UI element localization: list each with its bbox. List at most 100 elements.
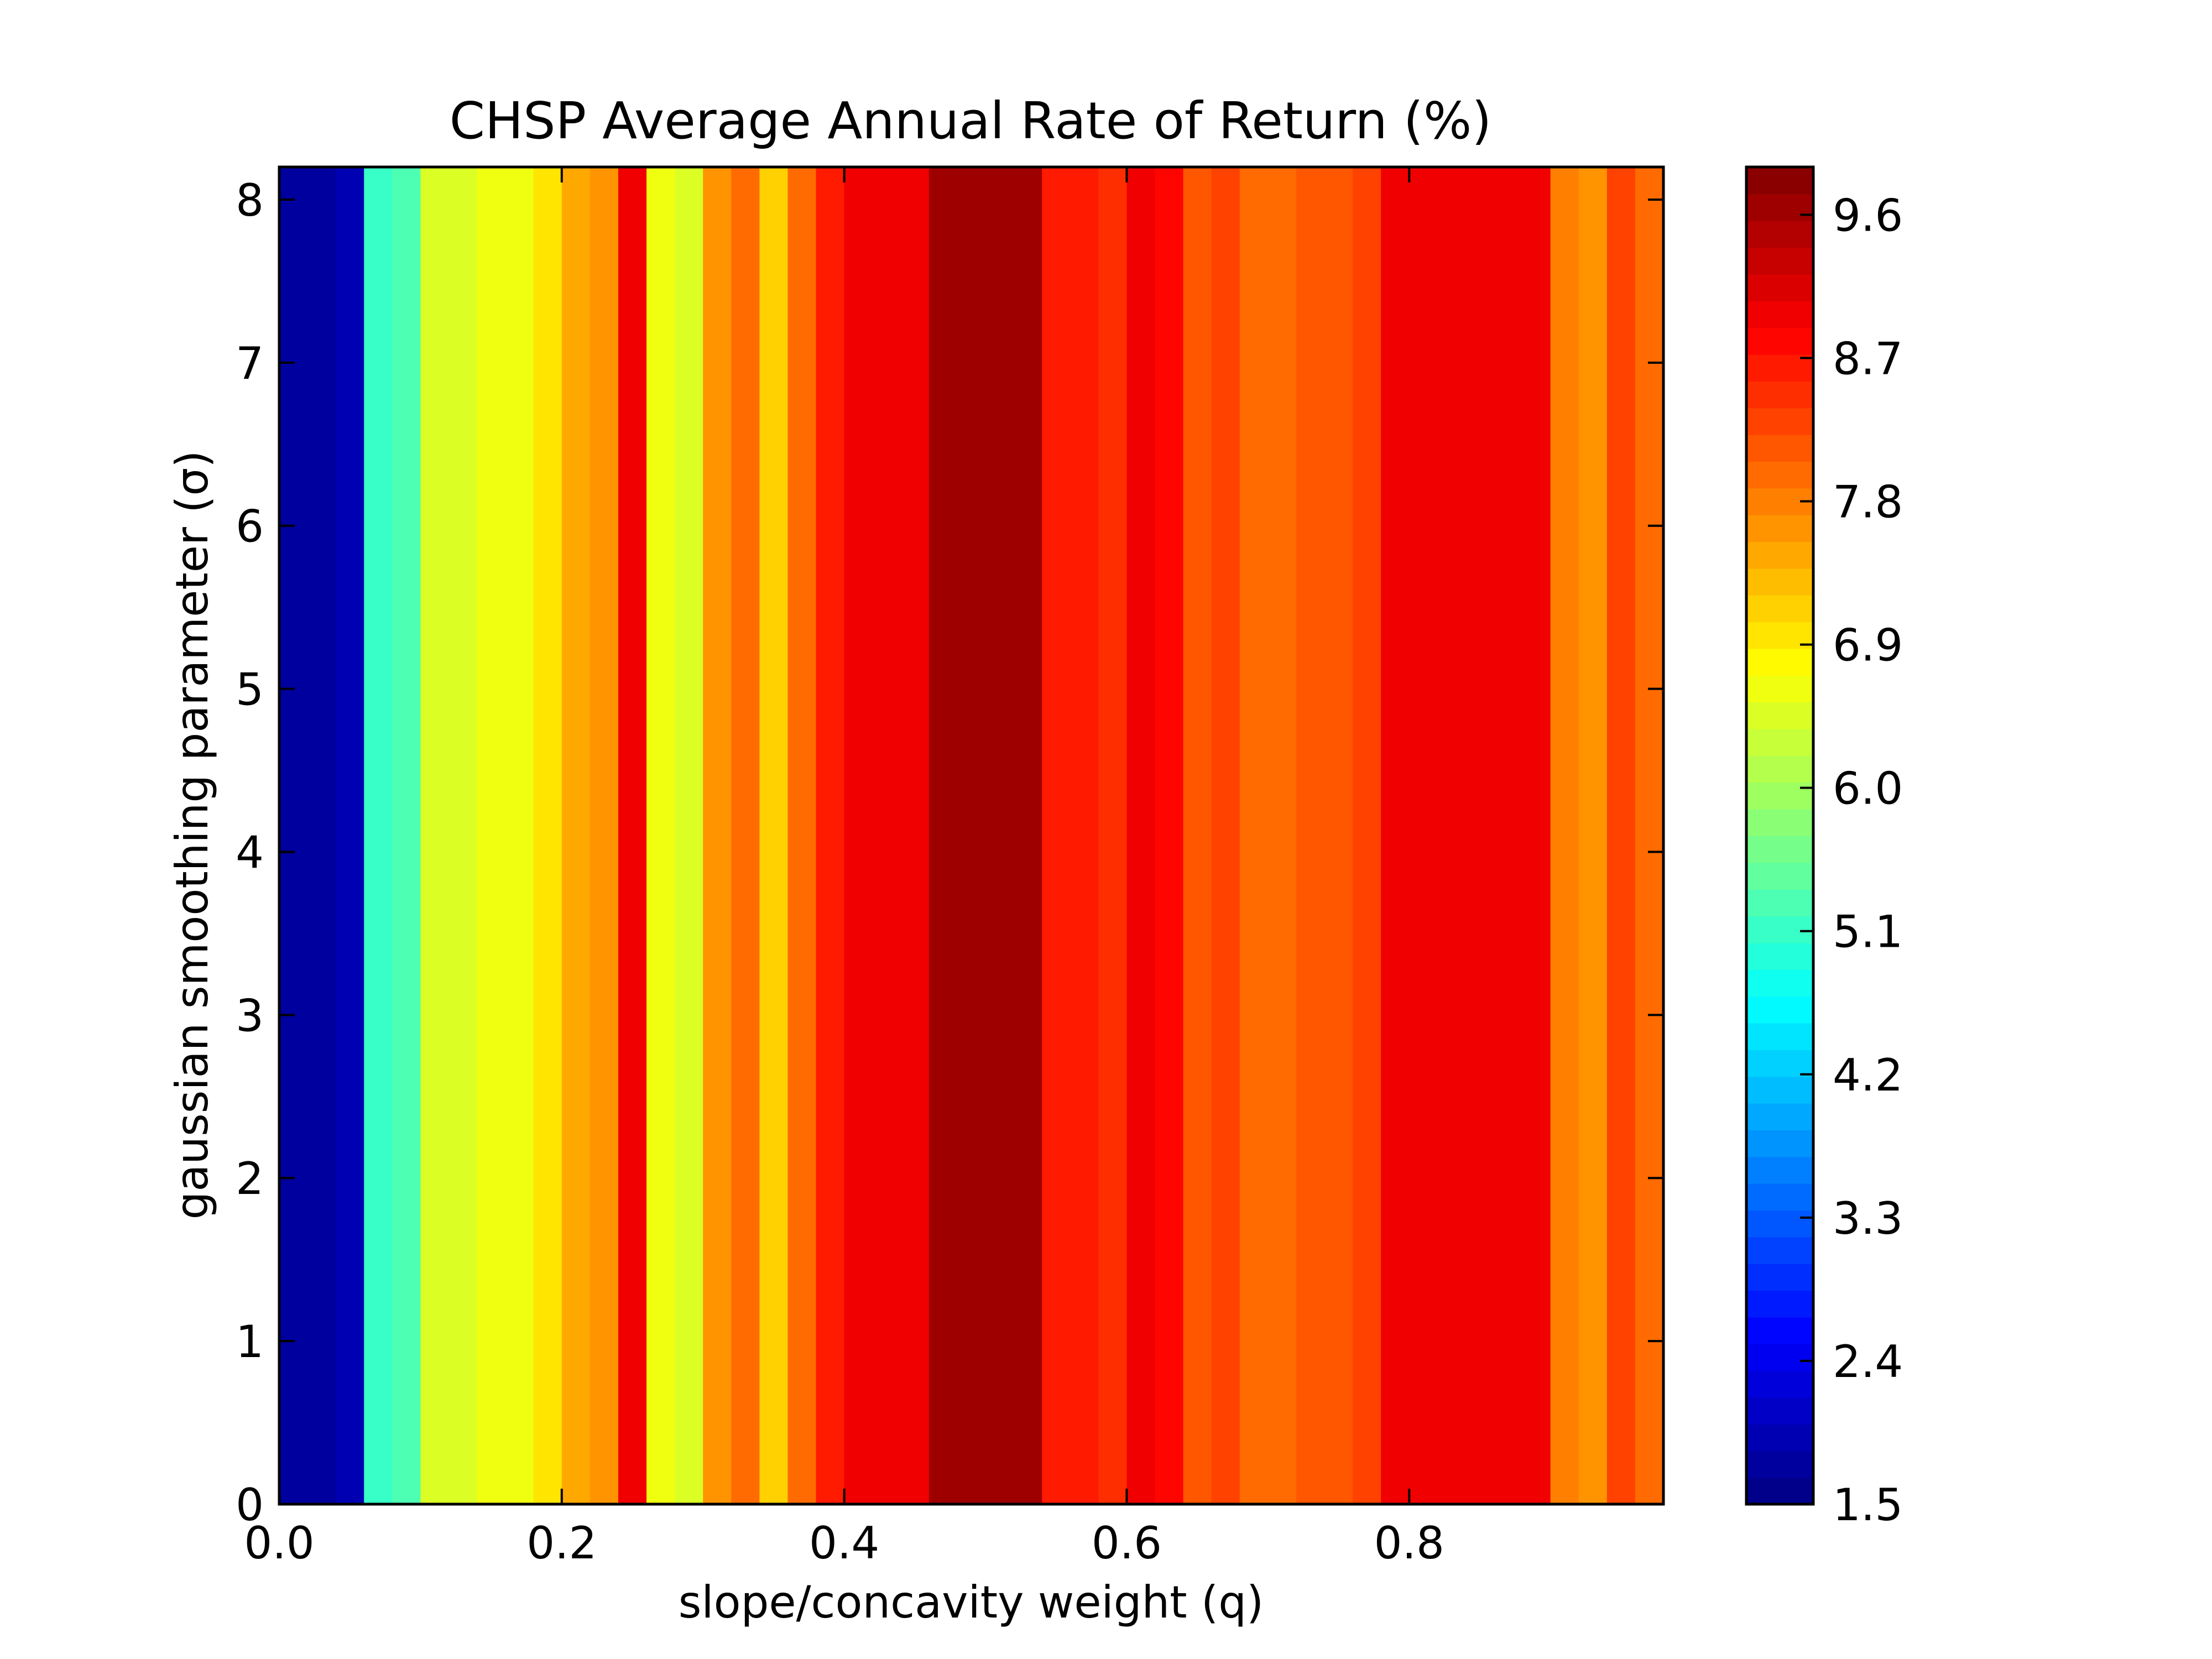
heatmap-cell — [420, 167, 450, 1504]
colorbar-band — [1746, 408, 1813, 435]
heatmap-cell — [1155, 167, 1184, 1504]
colorbar-band — [1746, 755, 1813, 783]
heatmap-cell — [731, 167, 760, 1504]
heatmap-cell — [589, 167, 619, 1504]
colorbar-band — [1746, 782, 1813, 810]
heatmap-cell — [1239, 167, 1269, 1504]
heatmap-cell — [1183, 167, 1212, 1504]
colorbar-band — [1746, 514, 1813, 542]
heatmap-cell — [1522, 167, 1551, 1504]
colorbar-band — [1746, 300, 1813, 328]
colorbar-band — [1746, 1477, 1813, 1505]
colorbar-band — [1746, 194, 1813, 221]
colorbar-tick-label: 1.5 — [1833, 1479, 1903, 1531]
colorbar-tick-label: 5.1 — [1833, 906, 1903, 958]
heatmap-cell — [1070, 167, 1099, 1504]
heatmap-cell — [1635, 167, 1663, 1504]
heatmap-cell — [533, 167, 562, 1504]
heatmap-cell — [985, 167, 1015, 1504]
heatmap-cell — [957, 167, 987, 1504]
heatmap-cell — [1267, 167, 1297, 1504]
colorbar-band — [1746, 274, 1813, 301]
y-tick-label: 7 — [236, 338, 264, 389]
heatmap-cell — [561, 167, 591, 1504]
colorbar-band — [1746, 380, 1813, 409]
y-tick-label: 5 — [236, 664, 264, 716]
colorbar-band — [1746, 1317, 1813, 1344]
colorbar-band — [1746, 594, 1813, 623]
colorbar-band — [1746, 541, 1813, 569]
colorbar-bands — [1746, 167, 1813, 1505]
heatmap-cell — [1578, 167, 1608, 1504]
y-tick-label: 0 — [236, 1479, 264, 1531]
heatmap-cell — [1437, 167, 1467, 1504]
heatmap-cell — [900, 167, 930, 1504]
plot-area: 0.0 0.2 0.4 0.6 0.8 0 1 2 3 4 5 6 7 8 — [236, 165, 1665, 1569]
heatmap-cell — [1014, 167, 1043, 1504]
colorbar-band — [1746, 1423, 1813, 1452]
colorbar-band — [1746, 167, 1813, 195]
heatmap-cell — [675, 167, 704, 1504]
y-tick-label: 6 — [236, 501, 264, 552]
colorbar-band — [1746, 1397, 1813, 1425]
heatmap-cell — [364, 167, 393, 1504]
heatmap-cell — [759, 167, 789, 1504]
heatmap-cell — [307, 167, 337, 1504]
heatmap-cell — [336, 167, 365, 1504]
heatmap-cells — [279, 167, 1663, 1504]
heatmap-cell — [1296, 167, 1326, 1504]
x-tick-label: 0.6 — [1092, 1517, 1162, 1569]
colorbar-band — [1746, 916, 1813, 943]
colorbar-tick-label: 4.2 — [1833, 1050, 1903, 1101]
colorbar-band — [1746, 247, 1813, 275]
colorbar-frame — [1745, 165, 1815, 1506]
colorbar-band — [1746, 461, 1813, 489]
colorbar-band — [1746, 648, 1813, 676]
heatmap-cell — [928, 167, 958, 1504]
x-tick-label: 0.2 — [526, 1517, 597, 1569]
colorbar-band — [1746, 1103, 1813, 1130]
colorbar-band — [1746, 862, 1813, 890]
colorbar-band — [1746, 942, 1813, 970]
colorbar-band — [1746, 969, 1813, 997]
colorbar-tick-label: 2.4 — [1833, 1336, 1903, 1387]
colorbar: 1.5 2.4 3.3 4.2 5.1 6.0 6.9 7.8 8.7 9.6 — [1745, 165, 1903, 1531]
colorbar-ticks: 1.5 2.4 3.3 4.2 5.1 6.0 6.9 7.8 8.7 9.6 — [1800, 190, 1903, 1531]
colorbar-band — [1746, 1290, 1813, 1318]
colorbar-band — [1746, 702, 1813, 729]
colorbar-band — [1746, 1237, 1813, 1264]
colorbar-band — [1746, 996, 1813, 1024]
colorbar-tick-label: 3.3 — [1833, 1193, 1903, 1244]
colorbar-band — [1746, 220, 1813, 248]
colorbar-band — [1746, 1343, 1813, 1371]
colorbar-band — [1746, 327, 1813, 355]
plot-frame — [278, 165, 1665, 1506]
colorbar-band — [1746, 1156, 1813, 1184]
heatmap-cell — [703, 167, 732, 1504]
y-tick-label: 2 — [236, 1153, 264, 1204]
colorbar-band — [1746, 836, 1813, 863]
y-tick-label: 3 — [236, 990, 264, 1041]
x-tick-label: 0.4 — [809, 1517, 879, 1569]
heatmap-cell — [1409, 167, 1438, 1504]
heatmap-cell — [1381, 167, 1410, 1504]
chart-title: CHSP Average Annual Rate of Return (%) — [450, 91, 1491, 150]
heatmap-cell — [392, 167, 421, 1504]
y-axis-label: gaussian smoothing parameter (σ) — [166, 451, 218, 1220]
y-tick-label: 8 — [236, 175, 264, 226]
heatmap-cell — [1353, 167, 1382, 1504]
heatmap-cell — [1324, 167, 1354, 1504]
colorbar-band — [1746, 1370, 1813, 1398]
x-axis-ticks: 0.0 0.2 0.4 0.6 0.8 — [244, 167, 1444, 1569]
colorbar-band — [1746, 1451, 1813, 1478]
heatmap-cell — [1494, 167, 1523, 1504]
colorbar-band — [1746, 1210, 1813, 1238]
y-axis-ticks: 0 1 2 3 4 5 6 7 8 — [236, 175, 1663, 1531]
colorbar-band — [1746, 568, 1813, 596]
colorbar-band — [1746, 889, 1813, 917]
colorbar-tick-label: 9.6 — [1833, 190, 1903, 241]
x-tick-label: 0.0 — [244, 1517, 314, 1569]
colorbar-band — [1746, 728, 1813, 756]
x-tick-label: 0.8 — [1374, 1517, 1444, 1569]
